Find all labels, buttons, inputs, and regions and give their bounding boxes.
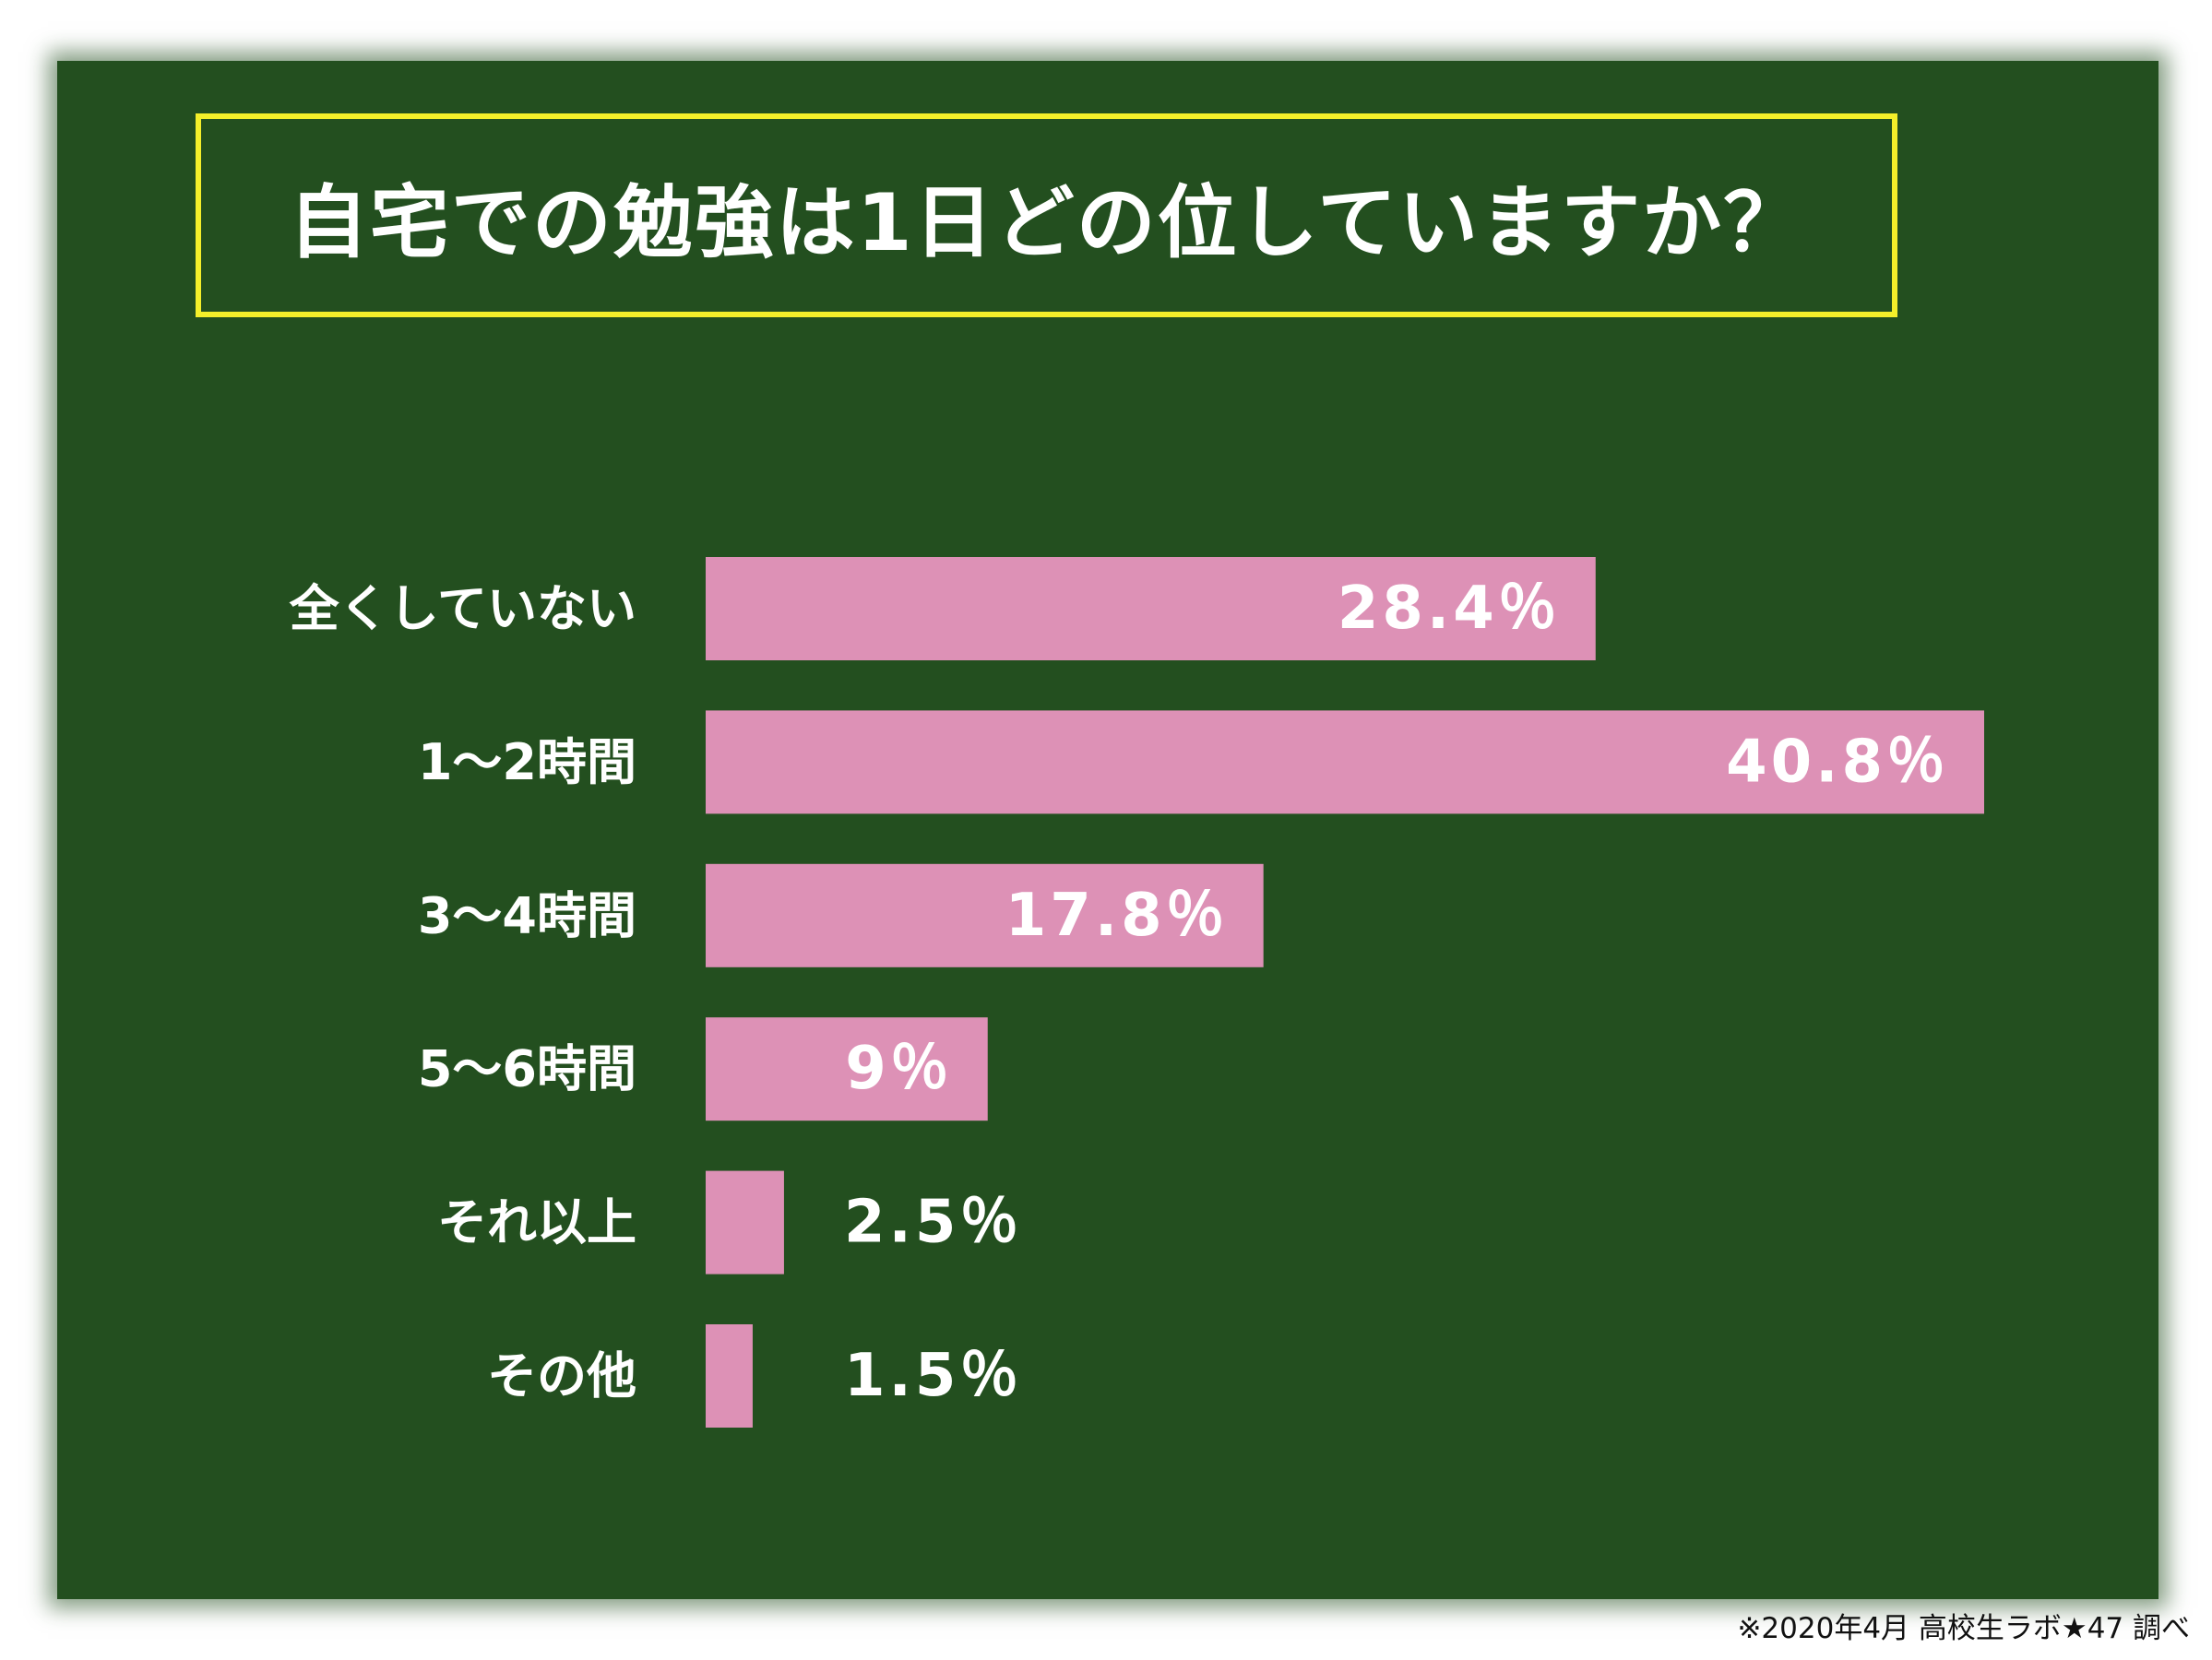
category-label: 全くしていない [289, 580, 636, 638]
chart-title: 自宅での勉強は1日どの位していますか？ [288, 177, 1805, 269]
value-label: 1.5％ [844, 1342, 1022, 1410]
category-label: それ以上 [437, 1193, 636, 1251]
value-label: 9％ [845, 1035, 953, 1103]
bar [706, 1017, 988, 1121]
chart-rows: 全くしていない 28.4％ 1～2時間 40.8％ 3～4時間 17.8％ 5～6時間 9％ そ… [289, 557, 1984, 1428]
category-label: 5～6時間 [418, 1040, 636, 1098]
footnote: ※2020年4月 高校生ラボ★47 調べ [1737, 1612, 2190, 1645]
chalkboard-background [57, 61, 2158, 1599]
category-label: 3～4時間 [418, 886, 636, 944]
value-label: 40.8％ [1726, 728, 1949, 796]
bar [706, 710, 1984, 814]
value-label: 28.4％ [1338, 575, 1561, 643]
category-label: 1～2時間 [418, 733, 636, 791]
value-label: 2.5％ [844, 1189, 1022, 1257]
bar [706, 1170, 784, 1275]
bar [706, 557, 1596, 660]
bar [706, 863, 1264, 967]
title-box: 自宅での勉強は1日どの位していますか？ [196, 113, 1897, 317]
category-label: その他 [487, 1347, 636, 1405]
value-label: 17.8％ [1005, 882, 1229, 950]
bar [706, 1324, 753, 1428]
